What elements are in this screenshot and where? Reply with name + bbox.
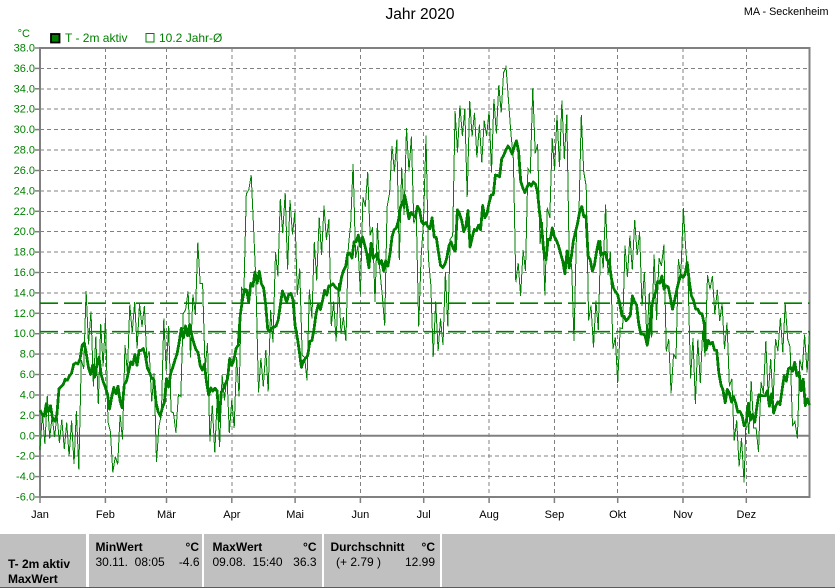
- svg-text:T - 2m aktiv: T - 2m aktiv: [65, 31, 127, 45]
- svg-text:18.0: 18.0: [14, 247, 35, 259]
- svg-text:Aug: Aug: [479, 509, 499, 521]
- svg-text:-2.0: -2.0: [16, 451, 35, 463]
- svg-text:-6.0: -6.0: [16, 492, 35, 504]
- svg-text:26.0: 26.0: [14, 165, 35, 177]
- svg-text:2.0: 2.0: [20, 410, 35, 422]
- svg-text:Mai: Mai: [286, 509, 304, 521]
- svg-text:°C: °C: [18, 28, 30, 40]
- svg-text:12.0: 12.0: [14, 308, 35, 320]
- svg-text:8.0: 8.0: [20, 349, 35, 361]
- svg-text:Jun: Jun: [352, 509, 370, 521]
- svg-text:Jul: Jul: [417, 509, 431, 521]
- svg-text:MA - Seckenheim: MA - Seckenheim: [744, 6, 829, 18]
- svg-text:10.0: 10.0: [14, 328, 35, 340]
- svg-text:6.0: 6.0: [20, 369, 35, 381]
- svg-text:0.0: 0.0: [20, 430, 35, 442]
- svg-text:28.0: 28.0: [14, 145, 35, 157]
- svg-text:16.0: 16.0: [14, 267, 35, 279]
- svg-text:34.0: 34.0: [14, 83, 35, 95]
- svg-text:38.0: 38.0: [14, 43, 35, 55]
- svg-text:Jahr 2020: Jahr 2020: [386, 6, 455, 23]
- svg-text:22.0: 22.0: [14, 206, 35, 218]
- svg-text:30.0: 30.0: [14, 124, 35, 136]
- svg-text:Sep: Sep: [545, 509, 565, 521]
- svg-text:Nov: Nov: [673, 509, 693, 521]
- svg-text:Okt: Okt: [609, 509, 626, 521]
- svg-text:Apr: Apr: [223, 509, 240, 521]
- svg-text:Mär: Mär: [157, 509, 176, 521]
- svg-text:24.0: 24.0: [14, 185, 35, 197]
- svg-text:20.0: 20.0: [14, 226, 35, 238]
- svg-text:Feb: Feb: [96, 509, 115, 521]
- svg-text:Dez: Dez: [737, 509, 757, 521]
- svg-text:Jan: Jan: [31, 509, 49, 521]
- svg-text:32.0: 32.0: [14, 104, 35, 116]
- svg-text:14.0: 14.0: [14, 287, 35, 299]
- svg-text:36.0: 36.0: [14, 63, 35, 75]
- svg-text:4.0: 4.0: [20, 390, 35, 402]
- svg-text:10.2 Jahr-Ø: 10.2 Jahr-Ø: [159, 31, 222, 45]
- svg-text:-4.0: -4.0: [16, 471, 35, 483]
